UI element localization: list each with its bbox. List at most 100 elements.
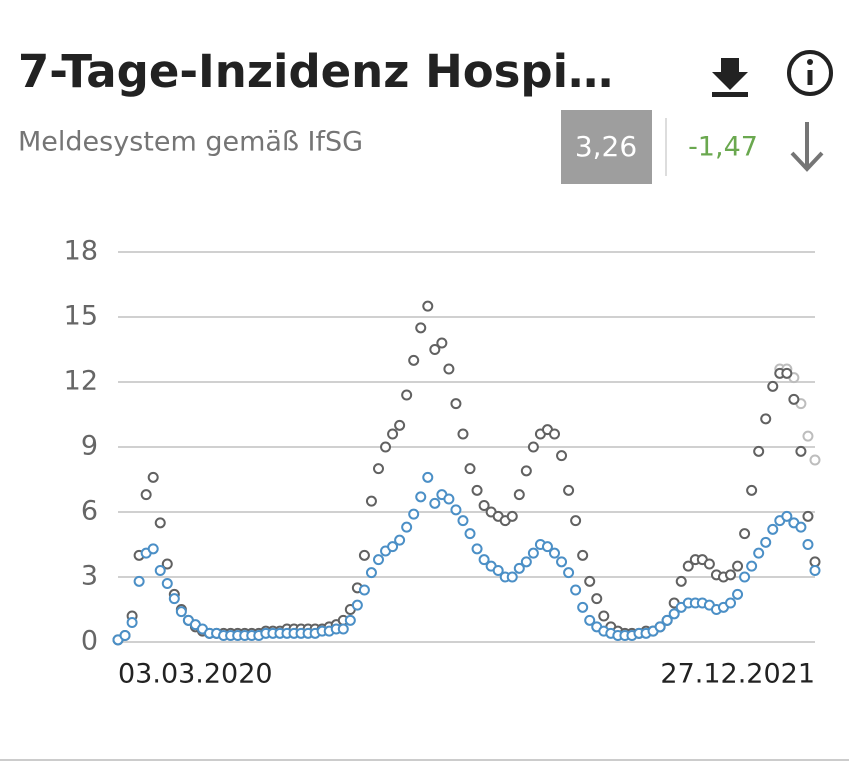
data-point <box>443 363 455 375</box>
data-point <box>464 463 476 475</box>
data-point <box>746 560 758 572</box>
data-point <box>358 549 370 561</box>
y-tick-label: 9 <box>81 431 98 462</box>
data-point <box>161 578 173 589</box>
data-point <box>809 556 821 568</box>
data-point <box>725 569 737 581</box>
data-point <box>513 562 525 574</box>
data-point <box>556 556 568 568</box>
data-point <box>408 508 420 520</box>
data-point <box>556 450 568 462</box>
data-point <box>577 601 589 613</box>
data-point <box>506 571 518 583</box>
data-point <box>365 567 377 579</box>
data-point <box>760 413 772 425</box>
data-point <box>443 493 455 505</box>
data-point <box>457 428 469 440</box>
data-point <box>549 428 561 440</box>
data-point <box>668 608 680 620</box>
data-point <box>450 398 462 410</box>
data-point <box>351 599 363 611</box>
data-point <box>513 489 525 501</box>
value-badge <box>561 110 652 184</box>
data-point <box>422 300 434 312</box>
data-point <box>739 528 751 540</box>
data-point <box>570 515 582 527</box>
data-point <box>429 497 441 509</box>
data-point <box>492 565 504 576</box>
data-point <box>753 445 765 457</box>
y-tick-label: 18 <box>64 236 98 267</box>
data-point <box>598 610 610 622</box>
data-point <box>478 500 490 511</box>
data-point <box>380 441 392 453</box>
data-point <box>415 322 427 334</box>
data-point <box>520 556 532 568</box>
data-point <box>760 536 772 548</box>
data-point <box>802 510 814 522</box>
data-point <box>584 575 596 587</box>
data-point <box>767 523 779 535</box>
data-point <box>394 534 406 546</box>
data-point <box>570 584 582 596</box>
title: 7-Tage-Inzidenz Hospi… <box>18 45 613 98</box>
data-point <box>415 491 427 503</box>
subtitle: Meldesystem gemäß IfSG <box>18 127 363 158</box>
x-tick-label: 03.03.2020 <box>118 659 273 690</box>
data-point <box>147 543 159 555</box>
data-point <box>809 454 821 466</box>
data-point <box>372 554 384 566</box>
info-button[interactable] <box>787 50 833 96</box>
data-point <box>802 539 814 550</box>
data-point <box>682 560 694 572</box>
data-point <box>661 614 673 626</box>
y-tick-label: 15 <box>64 301 98 332</box>
data-point <box>563 484 575 496</box>
data-point <box>703 558 715 570</box>
data-point <box>478 554 490 566</box>
data-point <box>527 547 539 559</box>
data-point <box>746 484 758 496</box>
data-point <box>387 428 399 440</box>
data-point <box>133 575 145 587</box>
data-point <box>457 515 469 527</box>
data-point <box>732 588 744 600</box>
data-point <box>767 380 779 392</box>
data-point <box>520 465 532 477</box>
data-point <box>358 584 370 596</box>
y-tick-label: 6 <box>81 496 98 527</box>
data-point <box>422 471 434 483</box>
data-point <box>732 560 744 572</box>
data-point <box>464 528 476 540</box>
data-point <box>429 344 441 355</box>
data-point <box>527 441 539 453</box>
data-point <box>450 504 462 516</box>
data-point <box>781 510 793 522</box>
data-point <box>654 621 666 633</box>
data-point <box>140 489 152 501</box>
data-point <box>154 517 166 529</box>
trend-arrow <box>790 122 824 172</box>
data-point <box>408 354 420 366</box>
data-point <box>147 471 159 483</box>
data-point <box>175 606 187 618</box>
data-point <box>394 419 406 431</box>
data-point <box>549 547 561 559</box>
data-point <box>788 393 800 405</box>
y-tick-label: 12 <box>64 366 98 397</box>
data-point <box>809 565 821 576</box>
data-point <box>563 567 575 579</box>
data-point <box>168 593 180 605</box>
data-point <box>126 617 138 628</box>
data-point <box>577 549 589 561</box>
current-value: 3,26 <box>575 130 637 163</box>
download-button[interactable] <box>712 58 748 97</box>
data-point <box>795 521 807 533</box>
data-point <box>753 547 765 559</box>
data-point <box>725 597 737 609</box>
data-point <box>436 337 448 349</box>
data-point <box>739 571 751 583</box>
data-point <box>541 541 553 553</box>
